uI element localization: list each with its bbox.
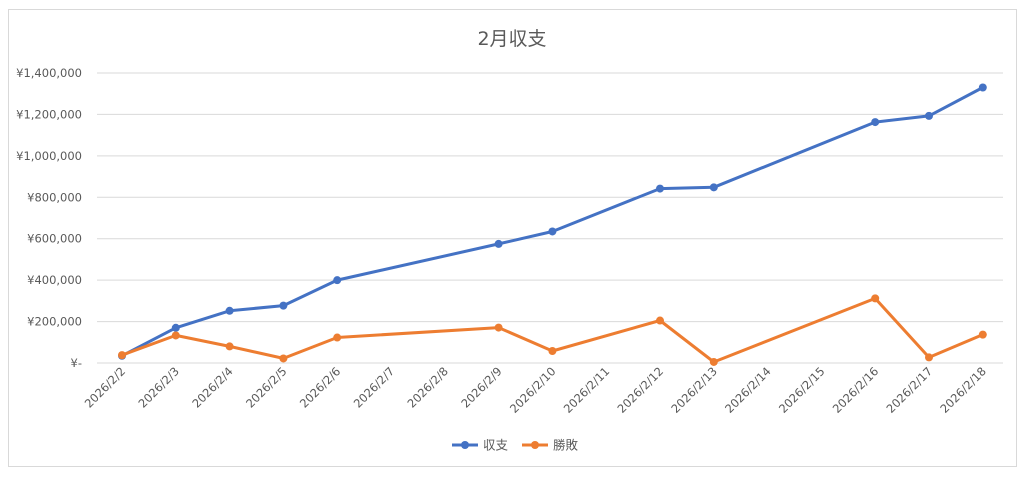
legend-item[interactable]: 収支 xyxy=(452,438,509,453)
x-tick-label: 2026/2/11 xyxy=(561,364,613,416)
y-tick-label: ¥1,000,000 xyxy=(16,149,82,163)
data-point xyxy=(171,331,180,340)
x-tick-label: 2026/2/9 xyxy=(458,364,504,410)
data-point xyxy=(548,346,557,355)
legend-marker xyxy=(531,441,539,449)
data-point xyxy=(279,354,288,363)
series-1 xyxy=(118,83,987,360)
data-point xyxy=(225,306,234,315)
data-point xyxy=(656,316,664,325)
x-tick-label: 2026/2/14 xyxy=(722,364,774,416)
series-2 xyxy=(118,294,987,366)
x-tick-label: 2026/2/6 xyxy=(297,364,343,410)
data-point xyxy=(871,118,880,127)
x-tick-label: 2026/2/17 xyxy=(884,364,936,416)
data-point xyxy=(925,111,933,120)
chart-frame xyxy=(8,9,1017,467)
series-line xyxy=(120,86,985,358)
data-point xyxy=(494,239,503,248)
x-tick-label: 2026/2/4 xyxy=(189,364,235,410)
y-tick-label: ¥200,000 xyxy=(27,315,82,329)
data-point xyxy=(925,353,933,362)
x-tick-label: 2026/2/18 xyxy=(937,364,989,416)
series-line xyxy=(120,296,985,364)
legend-marker xyxy=(461,441,469,449)
x-tick-label: 2026/2/7 xyxy=(351,364,397,410)
data-point xyxy=(978,330,987,339)
data-point xyxy=(709,357,718,366)
x-tick-label: 2026/2/15 xyxy=(776,364,828,416)
y-tick-label: ¥- xyxy=(71,356,82,370)
data-point xyxy=(656,184,664,193)
y-tick-label: ¥1,200,000 xyxy=(16,107,82,121)
legend-item[interactable]: 勝敗 xyxy=(522,438,579,453)
x-tick-label: 2026/2/5 xyxy=(243,364,289,410)
data-point xyxy=(171,323,180,332)
y-tick-label: ¥600,000 xyxy=(27,232,82,246)
data-point xyxy=(871,294,880,303)
y-axis-ticks: ¥- ¥200,000 ¥400,000 ¥600,000 ¥800,000 ¥1,000… xyxy=(16,66,82,370)
chart-title: 2月収支 xyxy=(477,28,546,50)
data-point xyxy=(279,301,288,310)
data-point xyxy=(709,183,718,192)
y-tick-label: ¥1,400,000 xyxy=(16,66,82,80)
y-tick-label: ¥400,000 xyxy=(27,273,82,287)
data-point xyxy=(333,333,342,342)
data-point xyxy=(978,83,987,92)
x-tick-label: 2026/2/13 xyxy=(668,364,720,416)
data-point xyxy=(225,342,234,351)
x-tick-label: 2026/2/2 xyxy=(82,364,128,410)
legend-label: 収支 xyxy=(483,438,509,453)
data-point xyxy=(494,323,503,332)
data-point xyxy=(118,351,126,360)
gridlines xyxy=(97,72,1003,364)
series-layer xyxy=(118,83,987,366)
x-tick-label: 2026/2/10 xyxy=(507,364,559,416)
x-tick-label: 2026/2/16 xyxy=(830,364,882,416)
y-tick-label: ¥800,000 xyxy=(27,190,82,204)
x-axis-ticks: 2026/2/2 2026/2/3 2026/2/4 2026/2/5 2026/2/6… xyxy=(82,364,989,416)
data-point xyxy=(548,227,557,236)
legend[interactable]: 収支 勝敗 xyxy=(452,438,579,453)
x-tick-label: 2026/2/3 xyxy=(135,364,181,410)
data-point xyxy=(333,276,342,285)
x-tick-label: 2026/2/12 xyxy=(615,364,667,416)
legend-label: 勝敗 xyxy=(553,438,579,453)
x-tick-label: 2026/2/8 xyxy=(404,364,450,410)
